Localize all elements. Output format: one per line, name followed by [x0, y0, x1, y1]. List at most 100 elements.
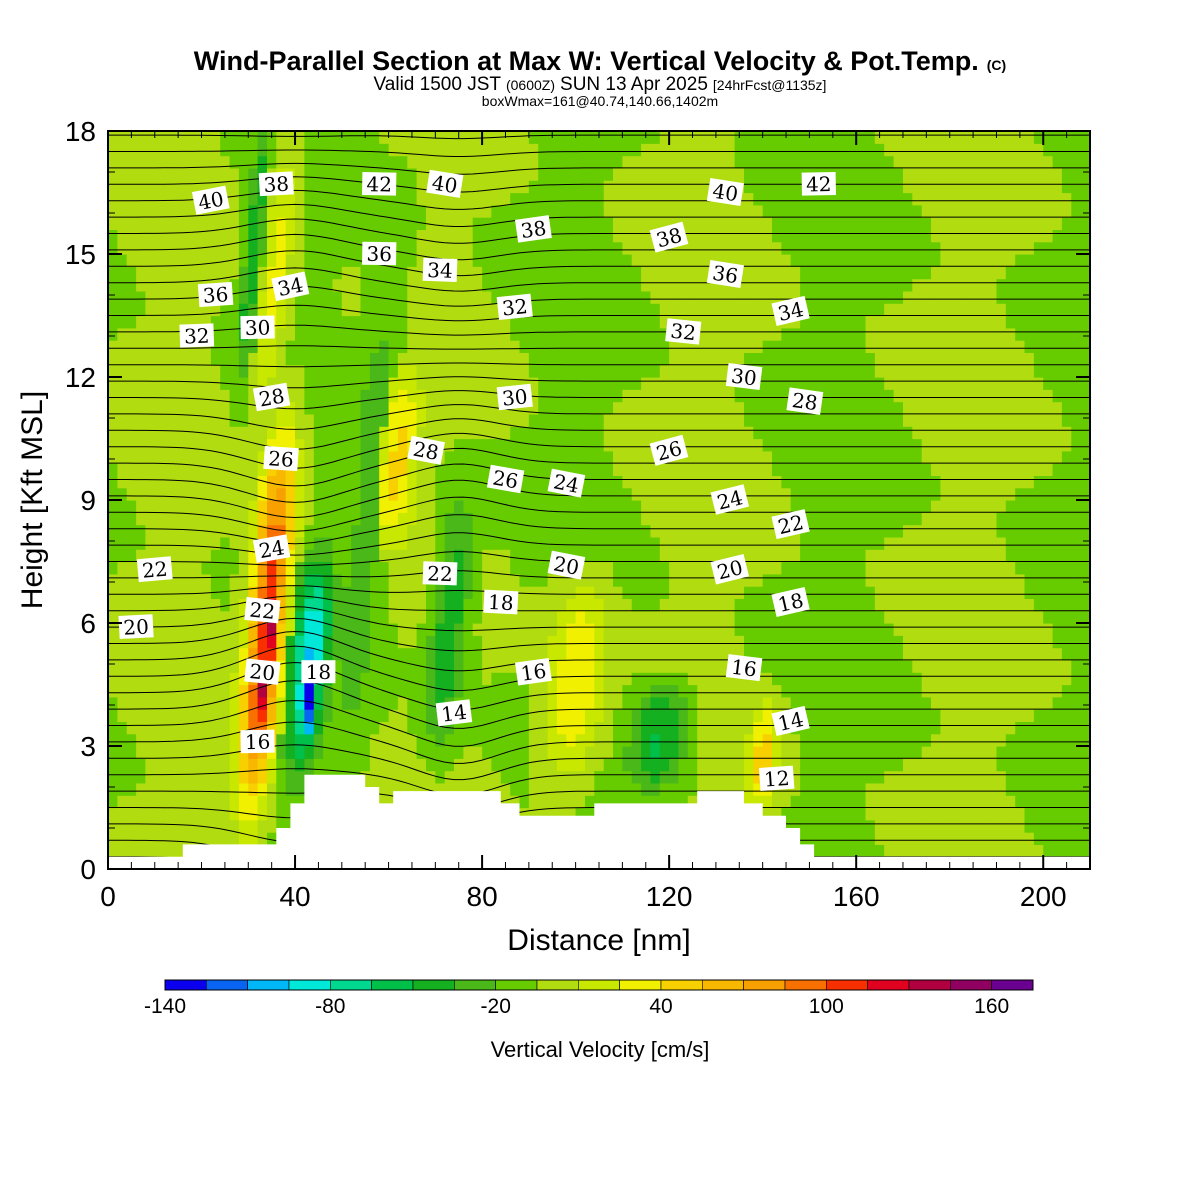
velocity-cell	[108, 229, 118, 243]
velocity-cell	[426, 352, 436, 366]
velocity-cell	[631, 389, 642, 403]
velocity-cell	[500, 721, 511, 735]
velocity-cell	[454, 610, 464, 624]
velocity-cell	[379, 746, 390, 759]
velocity-cell	[435, 352, 446, 366]
velocity-cell	[669, 647, 680, 661]
velocity-cell	[547, 327, 558, 341]
velocity-cell	[809, 143, 820, 157]
velocity-cell	[257, 487, 268, 501]
velocity-cell	[267, 721, 277, 735]
velocity-cell	[585, 389, 595, 403]
velocity-cell	[594, 610, 605, 624]
velocity-cell	[622, 315, 633, 329]
velocity-cell	[426, 684, 436, 698]
velocity-cell	[379, 524, 390, 538]
velocity-cell	[117, 659, 128, 673]
velocity-cell	[313, 352, 324, 366]
velocity-cell	[846, 352, 857, 366]
velocity-cell	[379, 426, 390, 440]
velocity-cell	[631, 782, 642, 796]
velocity-cell	[519, 167, 530, 181]
velocity-cell	[154, 290, 165, 304]
velocity-cell	[454, 635, 464, 649]
velocity-cell	[846, 377, 857, 390]
velocity-cell	[528, 475, 539, 489]
velocity-cell	[238, 229, 249, 243]
velocity-cell	[659, 487, 670, 501]
velocity-cell	[323, 413, 334, 427]
velocity-cell	[837, 696, 848, 710]
velocity-cell	[173, 795, 184, 809]
velocity-cell	[547, 647, 558, 661]
velocity-cell	[248, 623, 259, 636]
velocity-cell	[744, 450, 754, 464]
velocity-cell	[837, 192, 848, 206]
velocity-cell	[519, 463, 530, 476]
velocity-cell	[697, 536, 708, 550]
velocity-cell	[528, 401, 539, 415]
velocity-cell	[800, 733, 811, 747]
velocity-cell	[435, 758, 446, 772]
velocity-cell	[257, 204, 268, 218]
velocity-cell	[220, 536, 231, 550]
velocity-cell	[669, 635, 680, 649]
velocity-cell	[585, 475, 595, 489]
velocity-cell	[388, 229, 399, 243]
velocity-cell	[238, 709, 249, 722]
velocity-cell	[454, 500, 464, 513]
velocity-cell	[874, 475, 885, 489]
velocity-cell	[753, 278, 764, 292]
velocity-cell	[762, 143, 773, 157]
velocity-cell	[285, 684, 296, 698]
velocity-cell	[341, 647, 352, 661]
velocity-cell	[613, 303, 623, 317]
velocity-cell	[594, 377, 605, 390]
velocity-cell	[547, 623, 558, 636]
velocity-cell	[126, 266, 137, 280]
velocity-cell	[781, 217, 792, 230]
velocity-cell	[678, 377, 689, 390]
velocity-cell	[547, 586, 558, 599]
velocity-cell	[594, 389, 605, 403]
velocity-cell	[547, 167, 558, 181]
velocity-cell	[238, 278, 249, 292]
velocity-cell	[510, 549, 521, 563]
velocity-cell	[828, 561, 839, 575]
velocity-cell	[519, 709, 530, 722]
velocity-cell	[164, 278, 175, 292]
velocity-cell	[304, 746, 315, 759]
velocity-cell	[538, 278, 549, 292]
velocity-cell	[585, 549, 595, 563]
velocity-cell	[201, 512, 212, 526]
velocity-cell	[173, 746, 184, 759]
velocity-cell	[238, 131, 249, 144]
velocity-cell	[687, 487, 698, 501]
velocity-cell	[267, 684, 277, 698]
velocity-cell	[538, 254, 549, 267]
velocity-cell	[856, 352, 867, 366]
velocity-cell	[407, 290, 418, 304]
velocity-cell	[285, 254, 296, 267]
velocity-cell	[173, 364, 184, 378]
velocity-cell	[697, 598, 708, 612]
velocity-cell	[603, 450, 614, 464]
velocity-cell	[482, 782, 493, 796]
velocity-cell	[725, 204, 736, 218]
velocity-cell	[108, 438, 118, 452]
velocity-cell	[650, 635, 661, 649]
velocity-cell	[697, 733, 708, 747]
velocity-cell	[482, 278, 493, 292]
velocity-cell	[145, 266, 156, 280]
velocity-cell	[500, 438, 511, 452]
velocity-cell	[304, 167, 315, 181]
velocity-cell	[865, 844, 876, 858]
velocity-cell	[117, 426, 128, 440]
velocity-cell	[323, 377, 334, 390]
velocity-cell	[332, 167, 343, 181]
velocity-cell	[295, 635, 305, 649]
velocity-cell	[210, 659, 221, 673]
velocity-cell	[426, 143, 436, 157]
velocity-cell	[351, 143, 362, 157]
velocity-cell	[753, 155, 764, 169]
